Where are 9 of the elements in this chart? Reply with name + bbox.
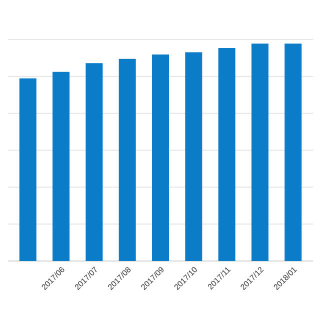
- bar: [218, 48, 236, 261]
- bar: [19, 78, 36, 261]
- bar: [284, 44, 302, 261]
- bar: [118, 58, 136, 261]
- bar: [152, 54, 169, 261]
- bar: [52, 72, 70, 261]
- bar: [251, 44, 268, 261]
- bar: [185, 52, 202, 261]
- bar: [86, 63, 103, 261]
